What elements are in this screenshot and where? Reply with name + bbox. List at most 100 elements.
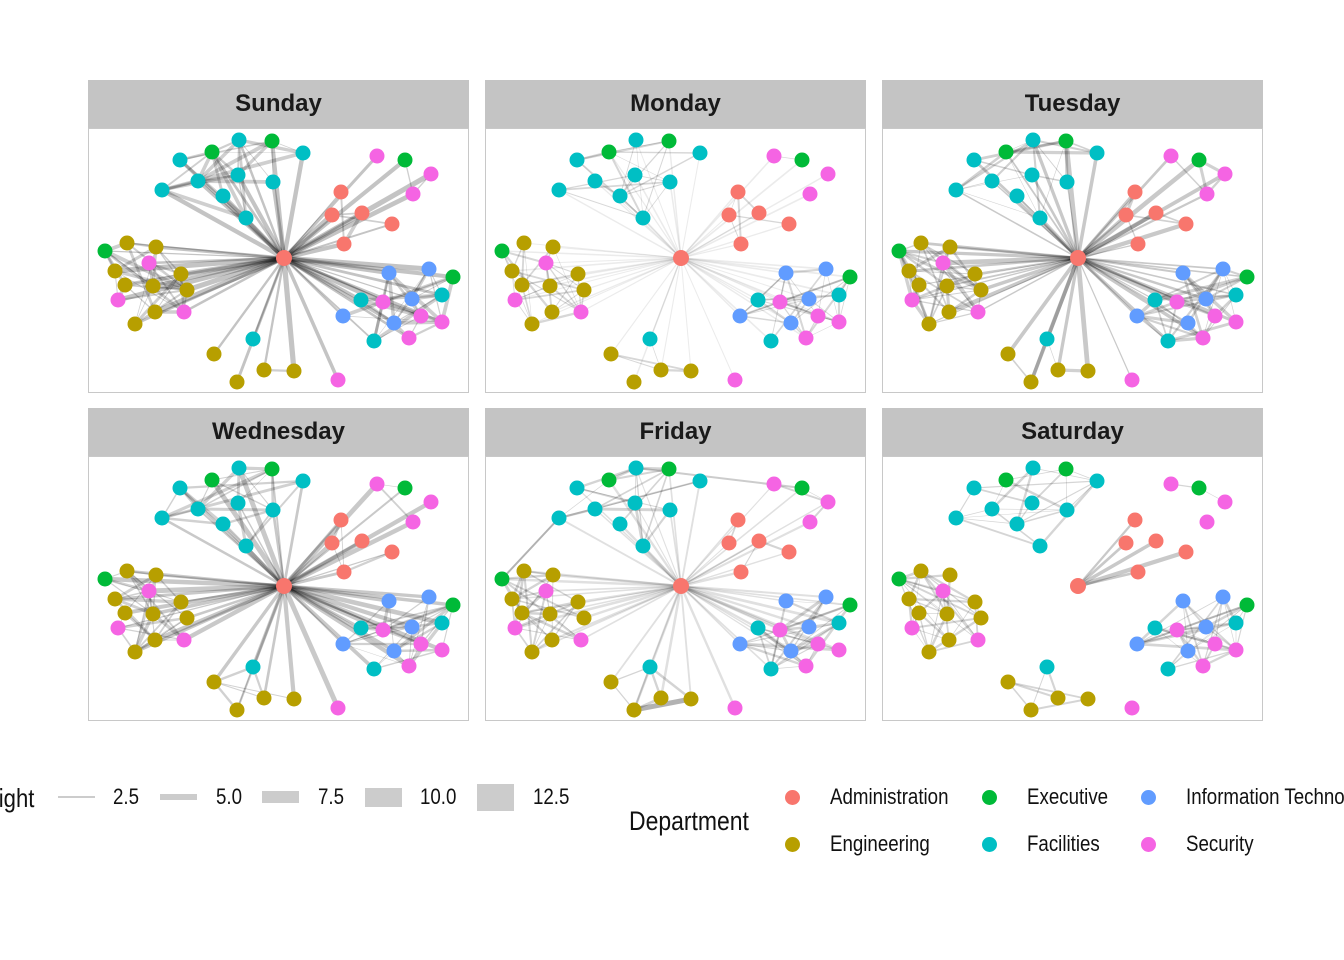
node-engineering [1023, 702, 1039, 718]
edge [1015, 194, 1080, 260]
edge [281, 583, 297, 702]
node-engineering [516, 563, 532, 579]
edge [973, 480, 1098, 489]
node-facilities [831, 615, 847, 631]
edge [1076, 256, 1208, 301]
node-facilities [1160, 333, 1176, 349]
edge [946, 257, 1079, 287]
node-engineering [179, 610, 195, 626]
edge [1076, 539, 1158, 588]
edge [1056, 256, 1080, 372]
edge [282, 584, 376, 671]
edge [608, 151, 671, 183]
node-facilities [295, 145, 311, 161]
node-executive [264, 133, 280, 149]
node-facilities [1025, 132, 1041, 148]
edge [558, 189, 644, 219]
edge [549, 257, 682, 287]
edge [955, 189, 1041, 219]
edge [210, 150, 225, 198]
network-graph [97, 460, 461, 718]
edge [196, 138, 241, 183]
node-security [772, 622, 788, 638]
edge [679, 584, 828, 599]
edge [608, 151, 682, 259]
edge [420, 596, 430, 645]
node-facilities [1059, 502, 1075, 518]
node-security [802, 514, 818, 530]
node-executive [1058, 133, 1074, 149]
node-engineering [973, 282, 989, 298]
node-administration [781, 544, 797, 560]
edge [928, 590, 944, 653]
edge [1135, 603, 1249, 646]
department-legend-title: Department [629, 806, 749, 836]
node-administration [276, 250, 292, 266]
node-engineering [967, 266, 983, 282]
edge [576, 584, 683, 604]
edge [197, 468, 273, 510]
node-engineering [913, 563, 929, 579]
node-security [573, 304, 589, 320]
node-security [935, 255, 951, 271]
node-engineering [570, 266, 586, 282]
node-facilities [984, 173, 1000, 189]
edge [545, 262, 585, 291]
node-security [434, 642, 450, 658]
edge [940, 255, 1081, 266]
edge [642, 468, 670, 547]
legend-dot-executive [982, 790, 997, 805]
edge [376, 483, 414, 523]
edge [372, 293, 444, 343]
edge [281, 519, 416, 589]
edge [576, 140, 670, 161]
node-information-technology [1215, 261, 1231, 277]
node-security [798, 658, 814, 674]
node-facilities [966, 152, 982, 168]
edge [281, 157, 408, 261]
edge [907, 256, 1080, 273]
edge [641, 544, 683, 588]
node-administration [721, 535, 737, 551]
edge [610, 353, 662, 371]
edge [112, 255, 287, 274]
node-administration [354, 533, 370, 549]
edge [607, 478, 683, 588]
edge [236, 666, 254, 711]
node-security [1228, 642, 1244, 658]
node-executive [1058, 461, 1074, 477]
legend-label: Information Technology [1186, 784, 1344, 809]
edge [739, 622, 840, 645]
edge [680, 585, 787, 602]
edge [1075, 255, 1180, 305]
edge [770, 268, 827, 342]
node-facilities [569, 480, 585, 496]
edge [558, 181, 671, 191]
node-information-technology [778, 593, 794, 609]
edge [210, 150, 248, 220]
node-executive [264, 461, 280, 477]
edge [178, 255, 287, 277]
edge [511, 585, 682, 600]
edge [147, 256, 286, 265]
node-engineering [939, 278, 955, 294]
edge [973, 487, 1033, 504]
node-engineering [544, 632, 560, 648]
edge [342, 626, 413, 645]
edge [411, 604, 454, 628]
node-engineering [229, 702, 245, 718]
node-executive [661, 133, 677, 149]
node-information-technology [386, 643, 402, 659]
edge [117, 585, 285, 629]
edge [680, 257, 792, 324]
node-administration [673, 578, 689, 594]
node-security [176, 632, 192, 648]
edge [680, 585, 741, 645]
edge [1031, 468, 1067, 504]
legend-dot-security [1141, 837, 1156, 852]
edge [659, 584, 683, 700]
node-administration [1178, 216, 1194, 232]
edge [897, 249, 949, 288]
node-facilities [692, 145, 708, 161]
edge [610, 353, 692, 372]
